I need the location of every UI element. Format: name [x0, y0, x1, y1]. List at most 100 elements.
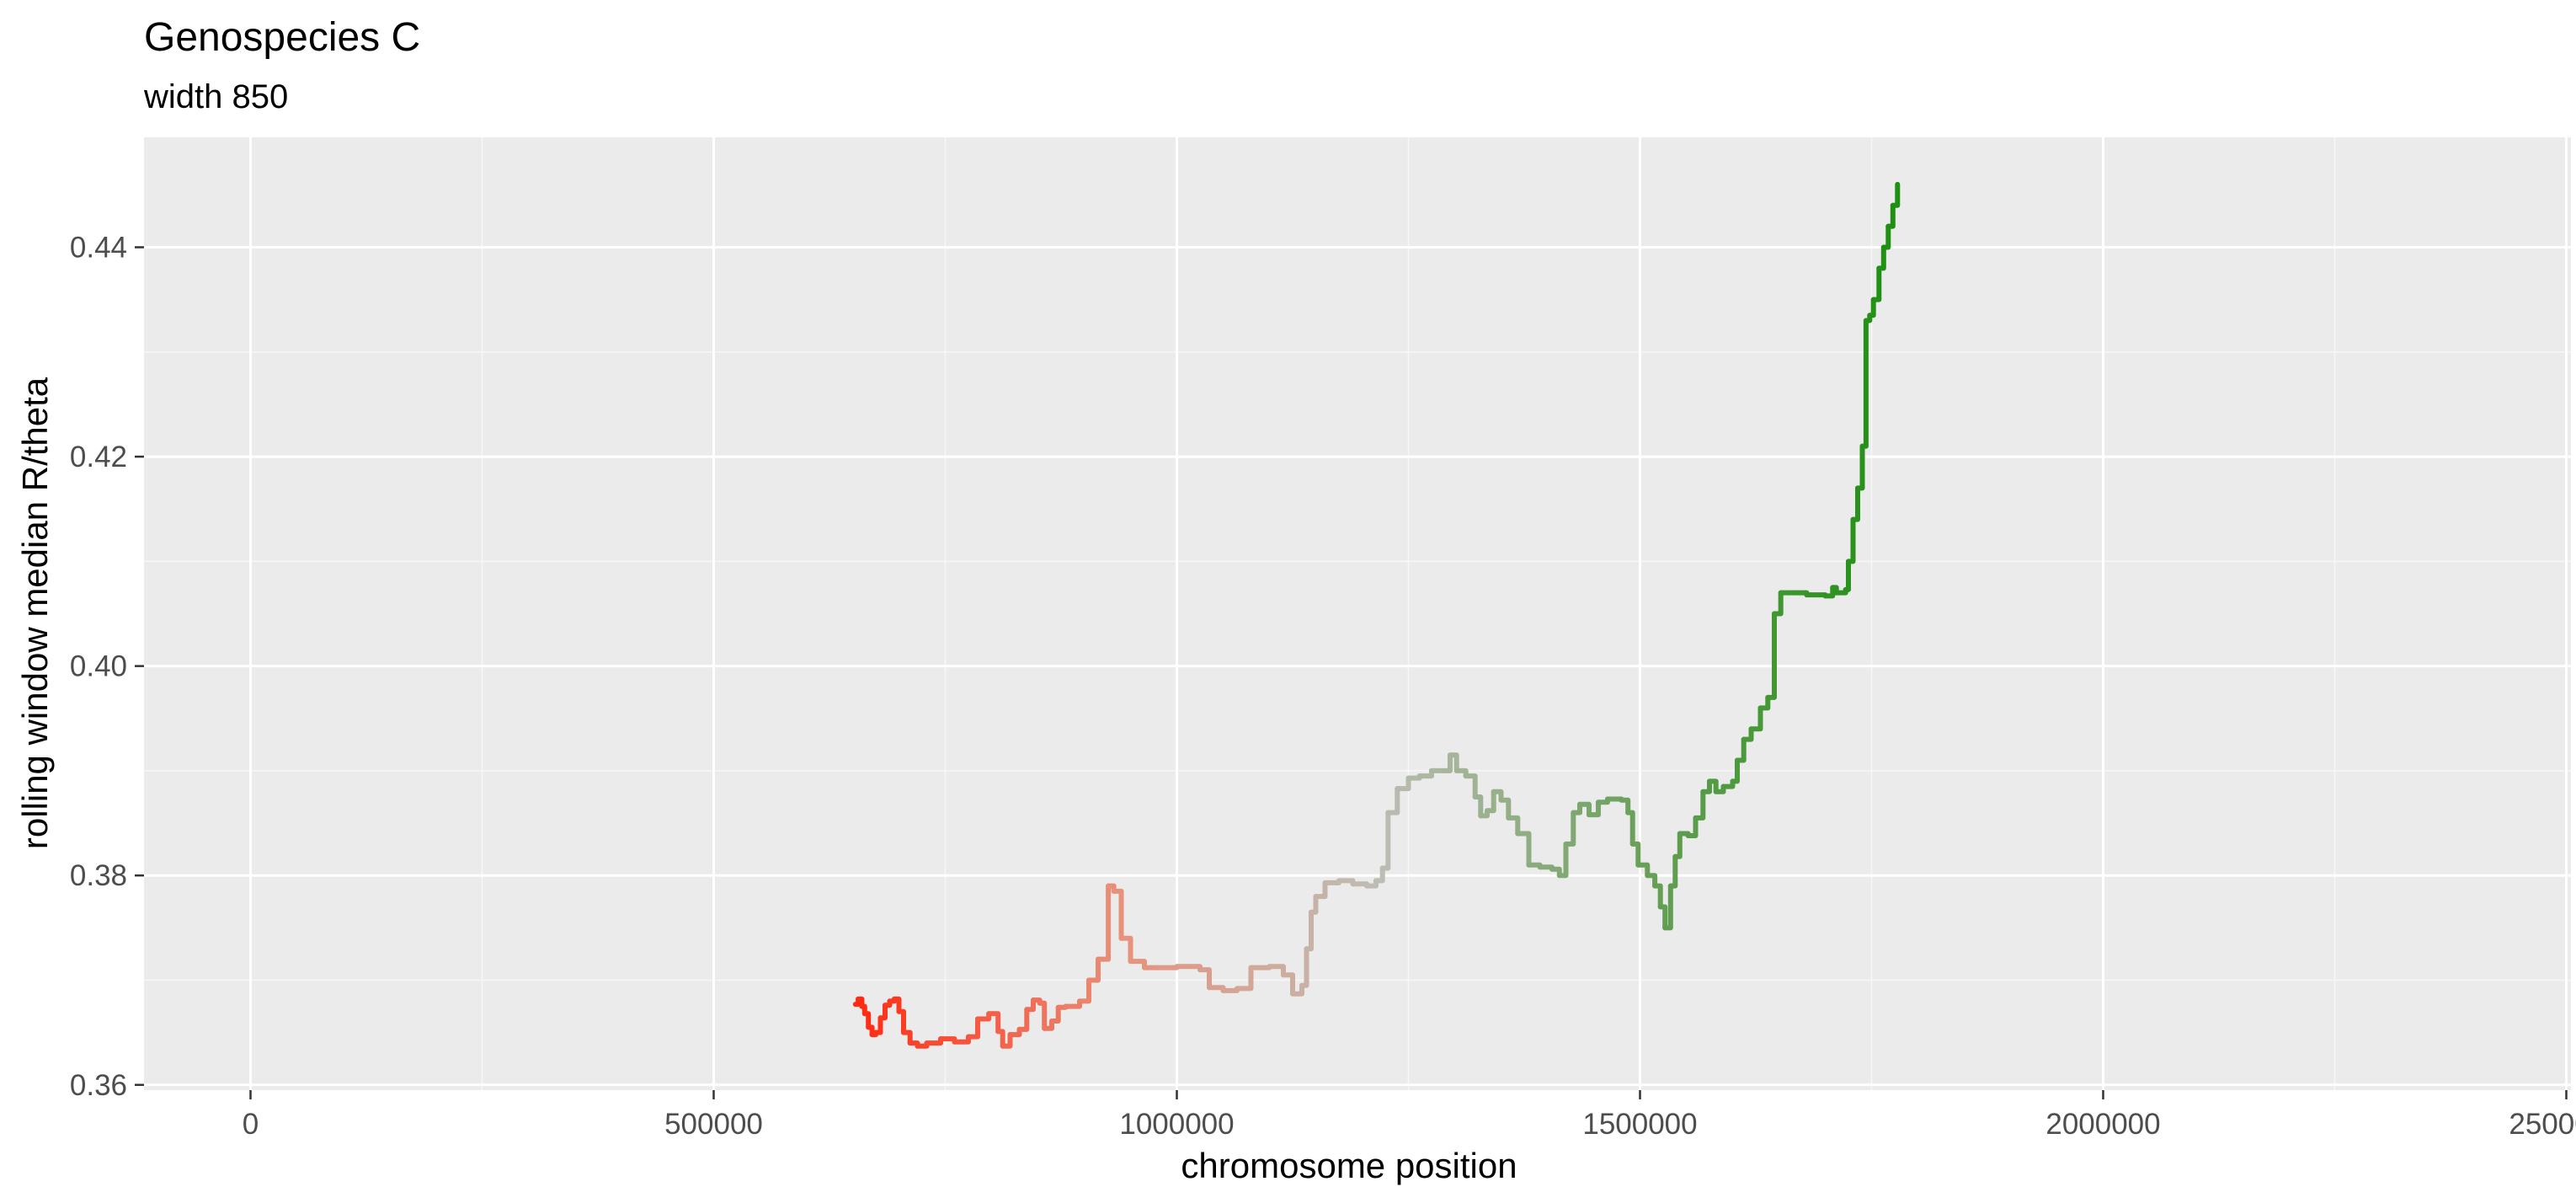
- series-segment: [1804, 592, 1828, 599]
- series-segment: [1735, 736, 1747, 763]
- series-segment: [1267, 964, 1286, 978]
- series-segment: [1822, 585, 1836, 599]
- series-segment: [1441, 752, 1453, 773]
- y-tick-label: 0.38: [70, 859, 127, 892]
- series-segment: [1472, 794, 1484, 819]
- series-segment: [1313, 880, 1328, 900]
- series-segment: [1625, 810, 1635, 847]
- series-segment: [1635, 862, 1651, 879]
- series-segment: [892, 996, 902, 1014]
- x-tick-label: 2500000: [2509, 1108, 2576, 1141]
- x-axis-title: chromosome position: [1181, 1146, 1517, 1185]
- series-segment: [1772, 590, 1784, 617]
- series-segment: [1890, 181, 1901, 208]
- axes: 0 500000 1000000 1500000 2000000 2500000 0.36 0…: [70, 232, 2576, 1142]
- series-segment: [1235, 965, 1254, 992]
- series-segment: [1855, 443, 1865, 491]
- series-segment: [1693, 789, 1706, 821]
- series-segment: [1385, 786, 1400, 815]
- y-tick-label: 0.44: [70, 232, 127, 265]
- series-segment: [901, 1029, 913, 1046]
- series-segment: [1016, 1007, 1030, 1032]
- series-segment: [1024, 997, 1036, 1013]
- x-tick-label: 500000: [664, 1108, 763, 1141]
- series-segment: [995, 1029, 1005, 1049]
- series-segment: [1757, 694, 1771, 711]
- series-segment: [1563, 810, 1576, 847]
- chart-subtitle: width 850: [143, 78, 288, 115]
- series-segment: [1463, 773, 1478, 799]
- series-segment: [1491, 789, 1504, 803]
- series-segment: [1506, 815, 1521, 837]
- x-tick-label: 1000000: [1119, 1108, 1234, 1141]
- series-segment: [1850, 485, 1860, 522]
- y-tick-label: 0.36: [70, 1069, 127, 1102]
- series-segment: [1037, 1000, 1048, 1031]
- series-segment: [1876, 244, 1886, 271]
- series-segment: [1155, 964, 1180, 970]
- series-line: [852, 181, 1901, 1049]
- x-tick-label: 1500000: [1582, 1108, 1697, 1141]
- series-segment: [1571, 801, 1582, 815]
- series-segment: [1672, 831, 1683, 859]
- series-segment: [1652, 883, 1663, 910]
- series-segment: [1867, 297, 1876, 318]
- series-segment: [1485, 789, 1496, 814]
- series-segment: [966, 1016, 980, 1040]
- series-segment: [1395, 775, 1411, 792]
- series-segment: [1304, 909, 1314, 952]
- series-segment: [1880, 223, 1891, 250]
- series-segment: [1700, 778, 1712, 794]
- plot-panel: [144, 137, 2571, 1090]
- series-segment: [896, 1008, 906, 1035]
- series-segment: [1299, 946, 1309, 988]
- series-segment: [1000, 1032, 1013, 1049]
- series-segment: [1448, 752, 1459, 773]
- series-segment: [1077, 977, 1091, 1004]
- series-segment: [1379, 810, 1391, 871]
- series-segment: [1662, 883, 1673, 931]
- series-segment: [1846, 516, 1856, 564]
- series-segment: [1373, 865, 1385, 884]
- series-segment: [1843, 559, 1851, 592]
- series-segment: [1619, 797, 1631, 815]
- series-segment: [1765, 611, 1777, 700]
- series-segment: [1885, 202, 1896, 229]
- series-segment: [1281, 972, 1295, 997]
- grid-lines: [144, 137, 2571, 1090]
- series-segment: [1498, 797, 1512, 821]
- series-segment: [1859, 318, 1869, 449]
- series-segment: [1657, 904, 1668, 931]
- series-segment: [1645, 873, 1658, 889]
- series-segment: [1515, 831, 1532, 868]
- series-segment: [1111, 888, 1124, 941]
- series-segment: [1556, 841, 1569, 879]
- series-segment: [986, 1011, 1001, 1035]
- series-segment: [1049, 1004, 1061, 1024]
- x-tick-label: 0: [243, 1108, 259, 1141]
- series-segment: [1577, 801, 1592, 818]
- series-segment: [1309, 894, 1319, 915]
- y-axis-title: rolling window median R/theta: [15, 377, 55, 849]
- chart-title: Genospecies C: [144, 15, 420, 60]
- series-segment: [1730, 757, 1740, 784]
- y-tick-label: 0.42: [70, 441, 127, 473]
- series-segment: [1197, 967, 1212, 991]
- series-segment: [1290, 982, 1304, 997]
- x-tick-label: 2000000: [2045, 1108, 2160, 1141]
- series-segment: [1248, 964, 1272, 970]
- series-segment: [1587, 799, 1601, 818]
- series-segment: [1086, 956, 1101, 983]
- series-segment: [1629, 841, 1641, 868]
- series-segment: [1685, 815, 1699, 838]
- series-segment: [1667, 853, 1678, 889]
- y-tick-label: 0.40: [70, 650, 127, 683]
- series-segment: [1118, 935, 1133, 965]
- series-segment: [861, 1011, 872, 1030]
- series-segment: [1741, 726, 1754, 742]
- series-segment: [1748, 705, 1763, 732]
- series-segment: [873, 1015, 883, 1035]
- series-segment: [877, 1002, 888, 1021]
- series-segment: [1101, 883, 1112, 962]
